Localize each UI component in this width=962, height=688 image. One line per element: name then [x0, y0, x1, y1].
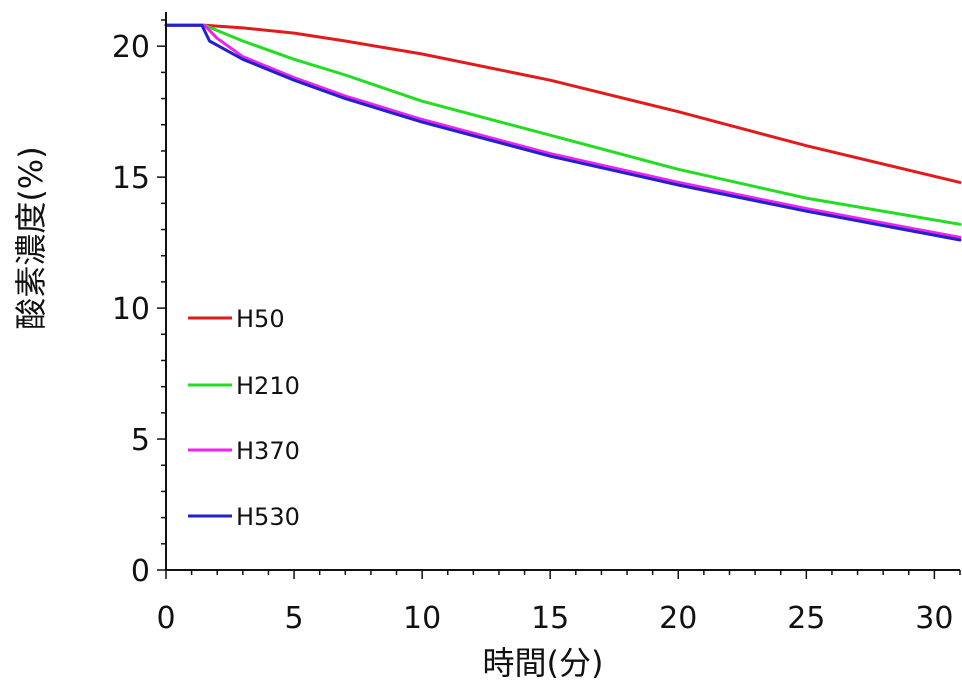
y-tick-label: 5 [131, 423, 150, 458]
x-tick-label: 25 [787, 601, 825, 636]
x-axis-title: 時間(分) [483, 644, 604, 682]
y-tick-label: 10 [112, 292, 150, 327]
x-tick-label: 20 [659, 601, 697, 636]
legend: H50 H210 H370 H530 [188, 305, 300, 531]
x-tick-label: 0 [156, 601, 175, 636]
y-tick-label: 15 [112, 161, 150, 196]
legend-label-h530: H530 [236, 503, 300, 531]
x-tick-label: 15 [531, 601, 569, 636]
y-ticks: 0 5 10 15 20 [112, 19, 166, 589]
axes [165, 12, 960, 571]
y-tick-label: 20 [112, 30, 150, 65]
y-tick-label: 0 [131, 554, 150, 589]
series-line-h370 [164, 23, 962, 239]
legend-label-h50: H50 [236, 305, 285, 333]
legend-label-h210: H210 [236, 372, 300, 400]
legend-label-h370: H370 [236, 437, 300, 465]
x-tick-label: 30 [915, 601, 953, 636]
x-tick-label: 10 [403, 601, 441, 636]
plot-lines [164, 23, 962, 242]
series-line-h50 [164, 23, 962, 184]
series-line-h210 [164, 23, 962, 226]
x-tick-label: 5 [285, 601, 304, 636]
y-axis-title: 酸素濃度(%) [12, 146, 50, 329]
series-line-h530 [164, 23, 962, 242]
x-ticks: 0 5 10 15 20 25 30 [156, 570, 961, 636]
